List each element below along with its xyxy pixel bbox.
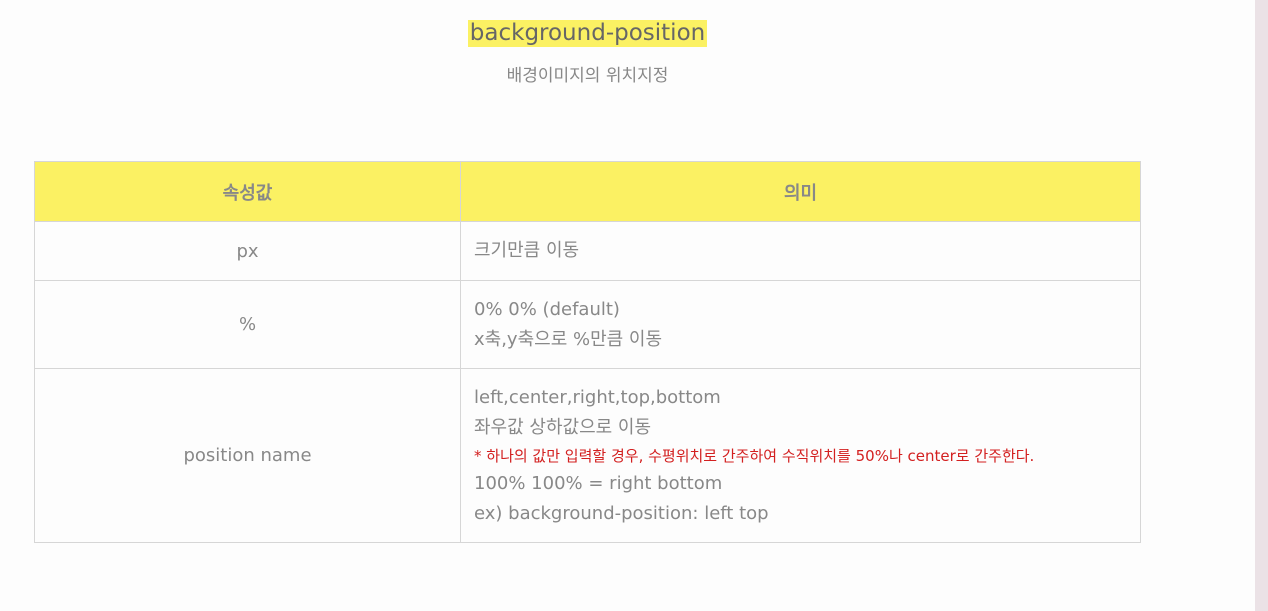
value-line: left,center,right,top,bottom bbox=[474, 386, 721, 408]
value-line: 0% 0% (default) bbox=[474, 298, 620, 320]
table-row: px 크기만큼 이동 bbox=[34, 221, 1141, 281]
header-meaning: 의미 bbox=[460, 161, 1141, 222]
row-value: left,center,right,top,bottom 좌우값 상하값으로 이… bbox=[460, 368, 1141, 543]
table-header-row: 속성값 의미 bbox=[34, 161, 1141, 222]
vertical-scrollbar[interactable] bbox=[1255, 0, 1268, 611]
table-row: % 0% 0% (default) x축,y축으로 %만큼 이동 bbox=[34, 280, 1141, 369]
value-line: 좌우값 상하값으로 이동 bbox=[474, 416, 652, 438]
value-line: 크기만큼 이동 bbox=[474, 240, 580, 261]
row-value: 0% 0% (default) x축,y축으로 %만큼 이동 bbox=[460, 280, 1141, 369]
row-key: px bbox=[34, 221, 461, 281]
value-line: ex) background-position: left top bbox=[474, 502, 769, 524]
page-subtitle: 배경이미지의 위치지정 bbox=[506, 66, 669, 86]
warning-note: * 하나의 값만 입력할 경우, 수평위치로 간주하여 수직위치를 50%나 c… bbox=[474, 446, 1035, 465]
property-table: 속성값 의미 px 크기만큼 이동 % 0% 0% (default) x축,y… bbox=[34, 161, 1141, 543]
value-line: x축,y축으로 %만큼 이동 bbox=[474, 328, 663, 350]
table-row: position name left,center,right,top,bott… bbox=[34, 368, 1141, 543]
value-line: 100% 100% = right bottom bbox=[474, 472, 723, 494]
row-key: % bbox=[34, 280, 461, 369]
row-key: position name bbox=[34, 368, 461, 543]
page-title: background-position bbox=[467, 20, 708, 47]
header-property-value: 속성값 bbox=[34, 161, 461, 222]
row-value: 크기만큼 이동 bbox=[460, 221, 1141, 281]
title-wrap: background-position bbox=[0, 20, 1175, 47]
